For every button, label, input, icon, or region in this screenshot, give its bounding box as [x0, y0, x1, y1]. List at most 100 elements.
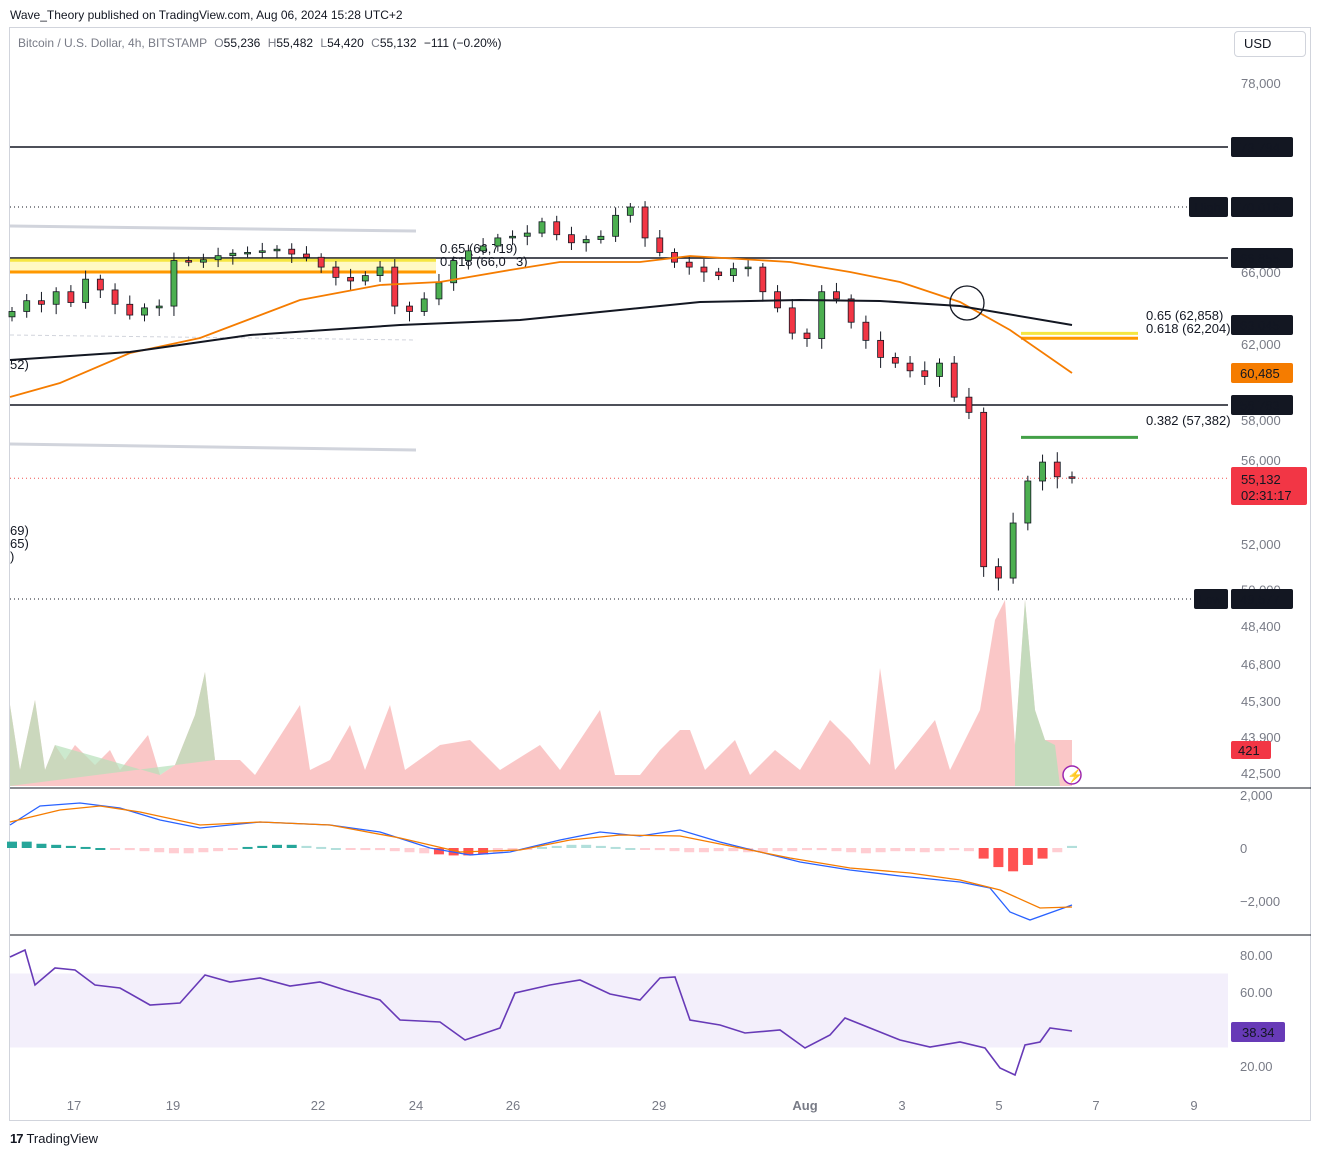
- price-label-level-63045: [1231, 315, 1293, 335]
- price-tick-label: 56,000: [1241, 453, 1281, 468]
- candle-body: [759, 266, 767, 293]
- symbol-legend: Bitcoin / U.S. Dollar, 4h, BITSTAMP O55,…: [18, 36, 501, 50]
- macd-histogram-bar: [1008, 848, 1019, 872]
- macd-histogram-bar: [728, 848, 739, 852]
- close-value: 55,132: [379, 36, 417, 50]
- candle-body: [1024, 480, 1032, 524]
- lightning-icon-glyph: ⚡: [1067, 768, 1083, 784]
- time-axis-label: 22: [311, 1098, 325, 1113]
- candle-body: [494, 237, 502, 247]
- candle-body: [582, 239, 590, 244]
- currency-button[interactable]: USD: [1234, 31, 1306, 57]
- symbol-title[interactable]: Bitcoin / U.S. Dollar, 4h, BITSTAMP: [18, 36, 207, 50]
- candle-body: [626, 206, 634, 216]
- candle-body: [52, 291, 60, 305]
- macd-histogram-bar: [1052, 848, 1063, 853]
- price-label-prefix: High: [1194, 200, 1221, 215]
- macd-histogram-bar: [949, 848, 960, 851]
- macd-histogram-bar: [168, 848, 179, 854]
- macd-histogram-bar: [905, 848, 916, 852]
- candle-body: [994, 566, 1002, 579]
- rsi-axis-label: 60.00: [1240, 985, 1273, 1000]
- candle-body: [538, 221, 546, 234]
- price-label-text: 63,045: [1240, 318, 1280, 333]
- volume-value-label: 421: [1238, 743, 1260, 758]
- candle-body: [788, 307, 796, 334]
- candle-body: [700, 266, 708, 273]
- macd-histogram-bar: [919, 848, 930, 853]
- tradingview-brand: TradingView: [26, 1131, 99, 1146]
- rsi-value-text: 38.34: [1242, 1025, 1275, 1040]
- macd-histogram-bar: [65, 845, 76, 848]
- candle-body: [641, 206, 649, 239]
- candle-body: [818, 291, 826, 339]
- candle-body: [877, 339, 885, 358]
- macd-histogram-bar: [507, 848, 518, 852]
- macd-histogram-bar: [360, 848, 371, 851]
- macd-histogram-bar: [21, 841, 32, 848]
- high-label: H: [267, 36, 277, 50]
- macd-histogram-bar: [301, 845, 312, 848]
- macd-histogram-bar: [36, 843, 47, 848]
- macd-axis-label: −2,000: [1240, 894, 1280, 909]
- price-label-prefix-low: [1194, 589, 1228, 609]
- candle-body: [38, 300, 45, 305]
- macd-histogram-bar: [831, 848, 842, 852]
- time-axis-label: 3: [898, 1098, 905, 1113]
- macd-axis-label: 0: [1240, 841, 1247, 856]
- macd-histogram-bar: [698, 848, 709, 853]
- price-tick-label: 62,000: [1241, 337, 1281, 352]
- tradingview-footer[interactable]: 17 TradingView: [10, 1131, 98, 1146]
- edge-indicator-label: 69): [10, 523, 29, 538]
- candle-body: [1009, 522, 1017, 579]
- candle-body: [111, 289, 119, 305]
- candle-body: [288, 248, 296, 255]
- macd-histogram-bar: [669, 848, 680, 852]
- price-label-text: 49,577: [1240, 592, 1280, 607]
- ema-200-line: [9, 298, 1073, 361]
- volume-area-up: [10, 672, 215, 786]
- price-tick-label: 45,300: [1241, 694, 1281, 709]
- macd-histogram-bar: [227, 848, 238, 850]
- candle-body: [950, 362, 958, 398]
- macd-histogram-bar: [581, 844, 592, 848]
- macd-histogram-bar: [787, 848, 798, 852]
- candle-body: [435, 282, 443, 300]
- macd-histogram-bar: [757, 848, 768, 853]
- candle-body: [420, 298, 428, 312]
- macd-histogram-bar: [404, 848, 415, 853]
- candle-body: [509, 235, 516, 239]
- chart-frame: [9, 27, 1311, 1121]
- price-tick-label: 46,800: [1241, 657, 1281, 672]
- candle-body: [729, 268, 737, 276]
- macd-histogram-bar: [316, 846, 327, 849]
- candle-body: [141, 307, 148, 316]
- candle-body: [273, 248, 281, 252]
- edge-indicator-label: 52): [10, 357, 29, 372]
- price-tick-label: 58,000: [1241, 413, 1281, 428]
- macd-histogram-bar: [51, 844, 62, 848]
- macd-histogram-bar: [213, 848, 224, 852]
- candle-body: [803, 332, 811, 339]
- price-tick-label: 48,400: [1241, 619, 1281, 634]
- price-label-text: 73,794: [1240, 140, 1280, 155]
- fib-0618-left-label: 3): [516, 254, 528, 269]
- candle-body: [376, 266, 384, 276]
- macd-histogram-bar: [963, 848, 974, 852]
- macd-histogram-bar: [625, 848, 636, 850]
- macd-histogram-bar: [330, 848, 341, 850]
- candle-body: [82, 278, 90, 303]
- high-value: 55,482: [276, 36, 314, 50]
- price-tick-label: 66,000: [1241, 265, 1281, 280]
- fib-0618-left-label: 0.618 (66,0: [440, 254, 506, 269]
- macd-line: [9, 802, 1073, 921]
- macd-histogram-bar: [272, 844, 282, 848]
- price-label-level-66855: [1231, 248, 1293, 268]
- price-label-low: [1231, 589, 1293, 609]
- candle-body: [214, 255, 222, 261]
- macd-histogram-bar: [198, 848, 209, 853]
- volume-area-up: [1015, 600, 1060, 786]
- time-axis-label: Aug: [792, 1098, 817, 1113]
- candle-body: [965, 396, 973, 413]
